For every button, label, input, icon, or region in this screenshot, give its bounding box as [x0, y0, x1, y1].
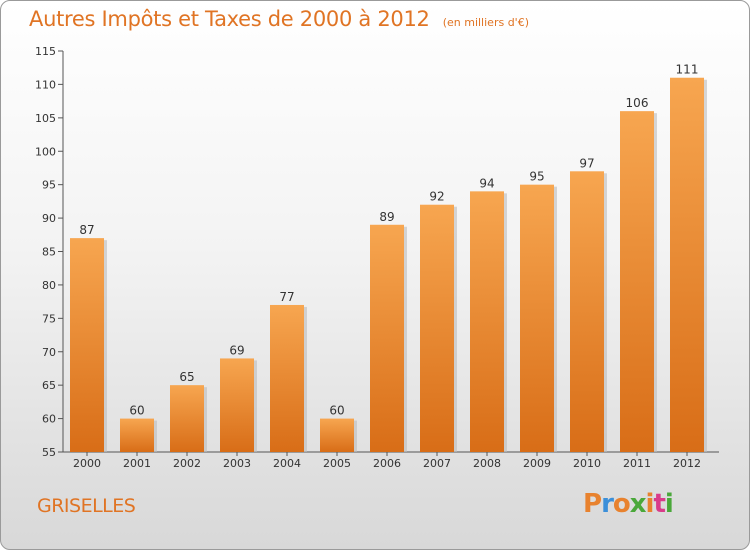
bar-2007: [420, 204, 454, 452]
brand-letter: t: [653, 489, 665, 519]
x-tick-label: 2000: [73, 457, 101, 470]
brand-letter: x: [629, 489, 647, 519]
x-tick-label: 2009: [523, 457, 551, 470]
bar-2010: [570, 171, 604, 453]
y-tick-label: 115: [35, 45, 56, 58]
bar-value-label: 77: [279, 290, 294, 304]
bar-value-label: 89: [379, 210, 394, 224]
chart-title-row: Autres Impôts et Taxes de 2000 à 2012 (e…: [29, 7, 529, 31]
y-tick-label: 95: [42, 179, 56, 192]
bar-value-label: 111: [676, 63, 699, 77]
bar-value-label: 69: [229, 343, 244, 357]
proxiti-logo[interactable]: Proxiti: [583, 489, 674, 519]
bar-2006: [370, 224, 404, 452]
chart-subtitle: (en milliers d'€): [442, 16, 529, 29]
x-tick-label: 2007: [423, 457, 451, 470]
x-tick-label: 2008: [473, 457, 501, 470]
location-label: GRISELLES: [37, 495, 136, 517]
y-tick-label: 90: [42, 212, 56, 225]
x-tick-label: 2006: [373, 457, 401, 470]
bar-value-label: 94: [479, 176, 494, 190]
bar-2011: [620, 111, 654, 453]
y-tick-label: 60: [42, 413, 56, 426]
bar-value-label: 60: [329, 404, 344, 418]
brand-letter: i: [645, 489, 655, 519]
y-tick-label: 100: [35, 145, 56, 158]
bar-2005: [320, 418, 354, 452]
bar-2002: [170, 385, 204, 452]
bar-value-label: 65: [179, 370, 194, 384]
x-tick-label: 2012: [673, 457, 701, 470]
bar-2004: [270, 304, 304, 452]
x-tick-label: 2004: [273, 457, 301, 470]
chart-title: Autres Impôts et Taxes de 2000 à 2012: [29, 7, 430, 31]
bar-value-label: 95: [529, 170, 544, 184]
y-tick-label: 105: [35, 112, 56, 125]
bar-value-label: 60: [129, 404, 144, 418]
y-tick-label: 80: [42, 279, 56, 292]
bar-value-label: 92: [429, 190, 444, 204]
x-tick-label: 2003: [223, 457, 251, 470]
bar-2008: [470, 191, 504, 452]
y-tick-label: 85: [42, 246, 56, 259]
bar-2003: [220, 358, 254, 452]
y-tick-label: 70: [42, 346, 56, 359]
y-tick-label: 55: [42, 446, 56, 459]
brand-letter: o: [612, 489, 631, 519]
bar-2012: [670, 77, 704, 452]
brand-letter: i: [664, 489, 674, 519]
x-tick-label: 2010: [573, 457, 601, 470]
y-tick-label: 65: [42, 379, 56, 392]
bar-value-label: 106: [626, 96, 649, 110]
bar-value-label: 87: [79, 223, 94, 237]
brand-letter: P: [583, 489, 602, 519]
x-tick-label: 2011: [623, 457, 651, 470]
bar-value-label: 97: [579, 156, 594, 170]
bar-2001: [120, 418, 154, 452]
x-tick-label: 2002: [173, 457, 201, 470]
x-tick-label: 2001: [123, 457, 151, 470]
y-tick-label: 75: [42, 312, 56, 325]
x-tick-label: 2005: [323, 457, 351, 470]
brand-letter: r: [601, 489, 614, 519]
bar-2000: [70, 238, 104, 452]
y-tick-label: 110: [35, 78, 56, 91]
bar-2009: [520, 184, 554, 452]
